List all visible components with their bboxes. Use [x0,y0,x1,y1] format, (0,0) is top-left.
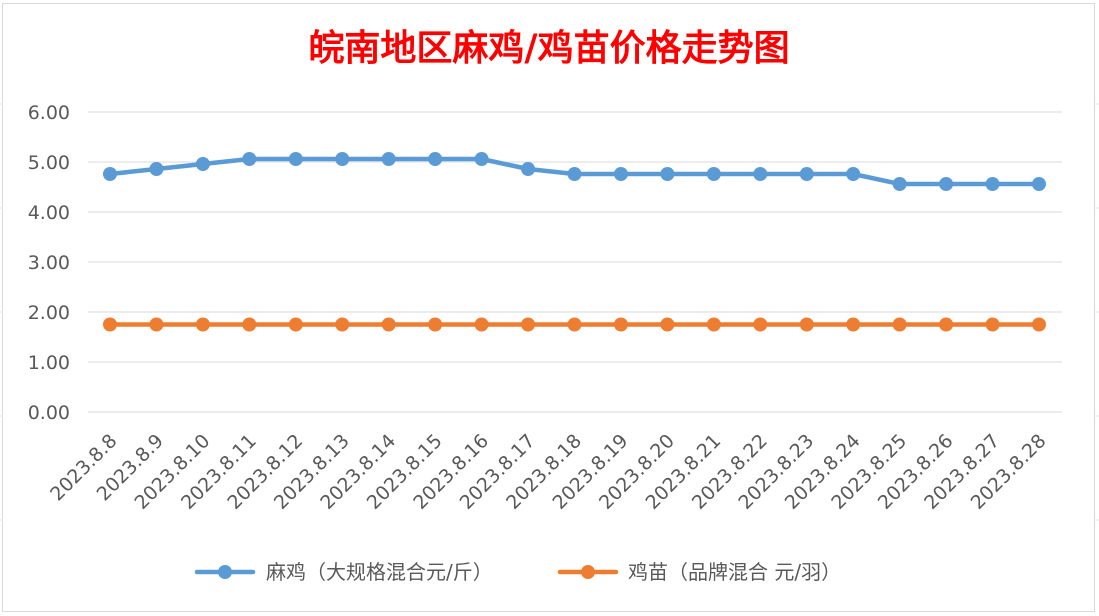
data-point [985,177,1000,191]
data-point [428,317,443,332]
series-layer [103,152,1046,332]
data-point [660,167,675,181]
data-point [195,317,210,332]
data-point [799,167,814,181]
data-point [985,317,1000,332]
data-point [753,317,768,332]
data-point [892,177,907,191]
data-point [706,317,721,332]
data-point [660,317,675,332]
data-point [799,317,814,332]
data-point [195,157,210,171]
legend-marker [218,565,232,579]
data-point [335,317,350,332]
legend-marker [581,565,595,579]
data-point [242,317,257,332]
data-point [939,317,954,332]
data-point [288,152,303,166]
data-point [706,167,721,181]
legend-label: 鸡苗（品牌混合 元/羽） [628,560,841,584]
data-point [567,167,582,181]
data-point [521,162,536,176]
y-tick-label: 1.00 [28,352,70,374]
data-point [613,167,628,181]
data-point [1032,177,1046,191]
data-point [149,162,164,176]
data-point [521,317,536,332]
data-point [846,167,861,181]
y-tick-label: 6.00 [28,102,70,124]
data-point [474,152,489,166]
data-point [939,177,954,191]
legend: 麻鸡（大规格混合元/斤） 鸡苗（品牌混合 元/羽） [194,560,841,584]
data-point [242,152,257,166]
y-tick-label: 0.00 [28,402,70,424]
series-group [103,317,1046,332]
y-tick-label: 5.00 [28,152,70,174]
data-point [381,152,396,166]
y-axis-ticks: 0.00 1.00 2.00 3.00 4.00 5.00 6.00 [28,102,70,424]
y-tick-label: 3.00 [28,252,70,274]
chart-title: 皖南地区麻鸡/鸡苗价格走势图 [308,27,789,69]
legend-label: 麻鸡（大规格混合元/斤） [266,560,493,584]
data-point [103,167,117,181]
data-point [753,167,768,181]
gridlines [88,111,1062,413]
data-point [149,317,164,332]
series-group [103,152,1046,191]
data-point [613,317,628,332]
data-point [846,317,861,332]
data-point [381,317,396,332]
y-tick-label: 4.00 [28,202,70,224]
data-point [288,317,303,332]
data-point [428,152,443,166]
y-tick-label: 2.00 [28,302,70,324]
data-point [335,152,350,166]
plot-background [3,4,1094,611]
data-point [103,317,117,332]
data-point [474,317,489,332]
data-point [1032,317,1046,332]
data-point [892,317,907,332]
data-point [567,317,582,332]
